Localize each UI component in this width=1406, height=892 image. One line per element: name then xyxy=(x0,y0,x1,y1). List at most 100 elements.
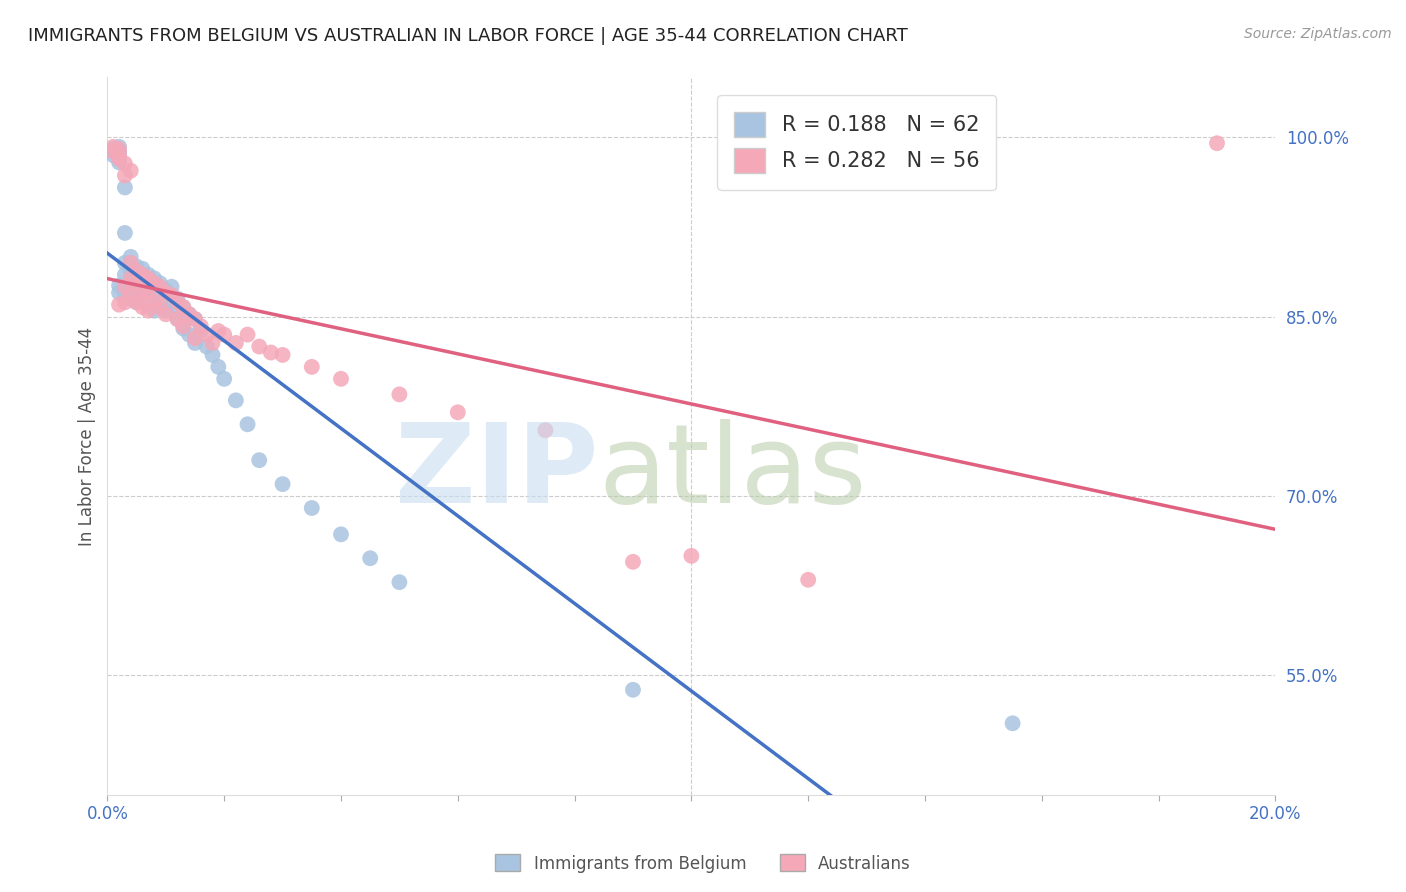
Point xyxy=(114,295,136,310)
Point xyxy=(131,276,153,290)
Point xyxy=(172,319,194,334)
Point xyxy=(160,288,183,302)
Text: atlas: atlas xyxy=(598,418,866,525)
Point xyxy=(108,142,131,156)
Point xyxy=(143,295,166,310)
Point xyxy=(131,261,153,276)
Point xyxy=(125,271,148,285)
Point xyxy=(136,303,159,318)
Point xyxy=(247,453,270,467)
Point xyxy=(108,140,131,154)
Point xyxy=(247,340,270,354)
Text: IMMIGRANTS FROM BELGIUM VS AUSTRALIAN IN LABOR FORCE | AGE 35-44 CORRELATION CHA: IMMIGRANTS FROM BELGIUM VS AUSTRALIAN IN… xyxy=(28,27,908,45)
Point xyxy=(125,264,148,278)
Point xyxy=(212,372,235,386)
Point xyxy=(108,278,131,293)
Point xyxy=(184,331,207,345)
Point xyxy=(195,340,218,354)
Point xyxy=(155,285,177,300)
Point xyxy=(388,387,411,401)
Point xyxy=(125,295,148,310)
Point xyxy=(172,300,194,314)
Point xyxy=(330,527,353,541)
Point xyxy=(179,327,201,342)
Point xyxy=(131,300,153,314)
Point xyxy=(149,300,172,314)
Point xyxy=(155,307,177,321)
Point xyxy=(143,303,166,318)
Point xyxy=(143,276,166,290)
Point xyxy=(131,268,153,282)
Point xyxy=(143,285,166,300)
Point xyxy=(149,276,172,290)
Point xyxy=(149,295,172,310)
Point xyxy=(388,575,411,590)
Legend: R = 0.188   N = 62, R = 0.282   N = 56: R = 0.188 N = 62, R = 0.282 N = 56 xyxy=(717,95,997,190)
Text: Source: ZipAtlas.com: Source: ZipAtlas.com xyxy=(1244,27,1392,41)
Point xyxy=(114,180,136,194)
Point xyxy=(236,417,259,432)
Point xyxy=(179,307,201,321)
Point xyxy=(201,348,224,362)
Point xyxy=(114,288,136,302)
Point xyxy=(184,335,207,350)
Point xyxy=(207,324,229,338)
Point xyxy=(103,140,125,154)
Point xyxy=(108,285,131,300)
Y-axis label: In Labor Force | Age 35-44: In Labor Force | Age 35-44 xyxy=(79,326,96,546)
Point xyxy=(621,682,644,697)
Point xyxy=(190,319,212,334)
Point xyxy=(271,348,294,362)
Point xyxy=(195,327,218,342)
Point xyxy=(143,271,166,285)
Point xyxy=(149,279,172,293)
Point xyxy=(103,145,125,159)
Point xyxy=(166,295,188,310)
Point xyxy=(447,405,470,419)
Point xyxy=(125,276,148,290)
Point xyxy=(190,324,212,338)
Point xyxy=(114,279,136,293)
Point xyxy=(103,148,125,162)
Legend: Immigrants from Belgium, Australians: Immigrants from Belgium, Australians xyxy=(489,847,917,880)
Point xyxy=(131,285,153,300)
Point xyxy=(184,312,207,326)
Point xyxy=(103,145,125,159)
Point xyxy=(114,226,136,240)
Point xyxy=(301,501,323,516)
Point xyxy=(120,292,142,306)
Point xyxy=(108,298,131,312)
Point xyxy=(201,335,224,350)
Point xyxy=(120,163,142,178)
Point xyxy=(125,295,148,310)
Point xyxy=(359,551,381,566)
Point xyxy=(155,283,177,297)
Point xyxy=(120,264,142,278)
Point xyxy=(131,288,153,302)
Point xyxy=(225,335,247,350)
Point xyxy=(136,279,159,293)
Text: ZIP: ZIP xyxy=(395,418,598,525)
Point xyxy=(120,256,142,270)
Point xyxy=(125,283,148,297)
Point xyxy=(108,152,131,166)
Point xyxy=(136,271,159,285)
Point xyxy=(797,573,820,587)
Point xyxy=(236,327,259,342)
Point xyxy=(120,250,142,264)
Point xyxy=(136,298,159,312)
Point xyxy=(108,148,131,162)
Point xyxy=(114,169,136,183)
Point xyxy=(225,393,247,408)
Point xyxy=(184,312,207,326)
Point xyxy=(166,292,188,306)
Point xyxy=(125,260,148,274)
Point xyxy=(136,285,159,300)
Point xyxy=(207,359,229,374)
Point xyxy=(120,288,142,302)
Point xyxy=(160,279,183,293)
Point xyxy=(1001,716,1024,731)
Point xyxy=(260,345,283,359)
Point xyxy=(108,155,131,169)
Point xyxy=(166,312,188,326)
